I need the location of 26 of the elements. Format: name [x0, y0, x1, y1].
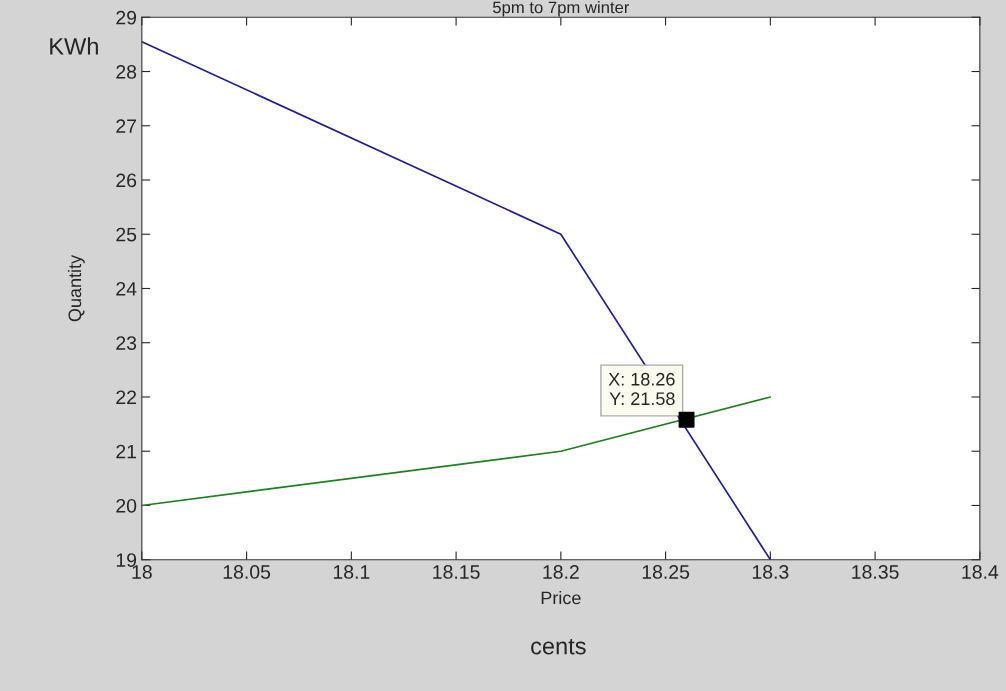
chart-title: 5pm to 7pm winter: [492, 1, 630, 17]
x-tick-label: 18.15: [433, 565, 480, 579]
text: cents: [531, 639, 586, 655]
y-tick-label: 29: [116, 10, 137, 25]
text: KWh: [50, 37, 98, 55]
y-tick-label: 21: [116, 444, 137, 459]
y-tick-label: 27: [116, 119, 137, 133]
y-tick-label: 24: [116, 281, 137, 296]
x-tick-label: 18.25: [642, 565, 690, 579]
y-axis-title: Quantity: [67, 254, 85, 322]
y-tick-label: 19: [116, 553, 137, 567]
x-tick-label: 18.2: [543, 565, 579, 579]
x-tick-label: 18: [132, 565, 152, 579]
y-tick-label: 28: [116, 64, 137, 79]
x-tick-label: 18.35: [852, 565, 899, 579]
x-axis-title: Price: [541, 591, 581, 605]
x-tick-label: 18.05: [223, 565, 271, 579]
x-tick-label: 18.3: [752, 565, 789, 579]
y-tick-label: 23: [116, 336, 137, 350]
y-tick-label: 26: [116, 173, 137, 188]
y-tick-label: 22: [116, 390, 137, 405]
annotation: X: 18.26 Y: 21.58: [608, 372, 675, 406]
y-tick-label: 25: [116, 227, 137, 242]
y-tick-label: 20: [116, 498, 137, 513]
x-tick-label: 18.4: [962, 565, 999, 579]
x-tick-label: 18.1: [333, 565, 370, 579]
